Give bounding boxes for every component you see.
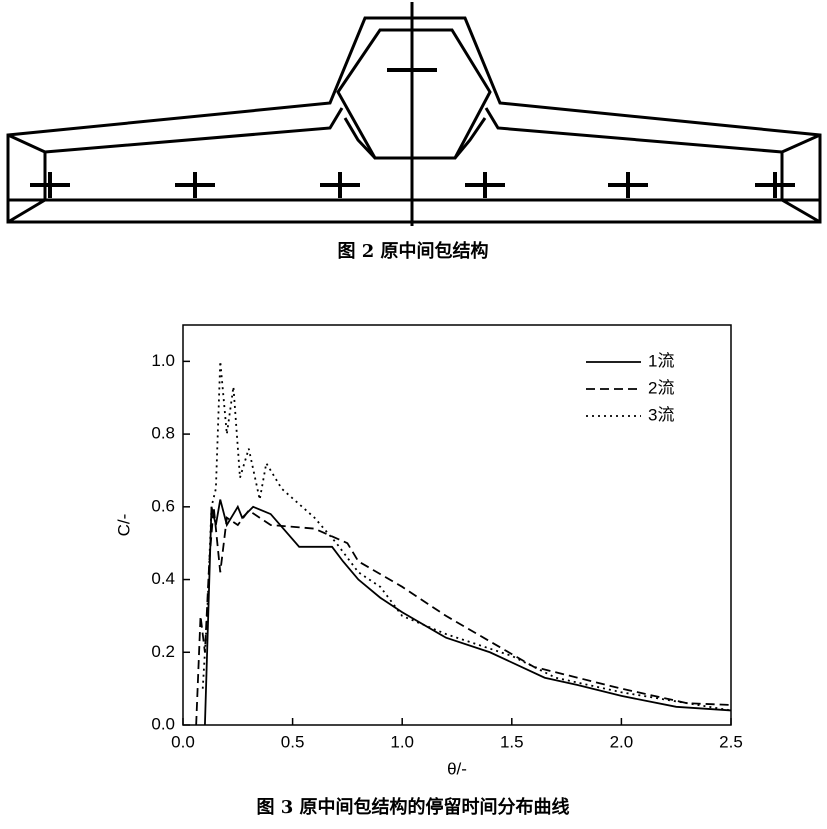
series-line [204,499,732,726]
baffle [453,117,487,159]
x-tick-label: 2.5 [719,732,743,751]
y-tick-label: 1.0 [151,351,175,370]
y-tick-label: 0.6 [151,496,175,515]
edge [781,133,821,154]
hexagon-inner [336,28,492,160]
x-tick-label: 0.0 [171,732,195,751]
nozzles [30,68,795,198]
x-axis-label: θ/- [447,759,467,778]
tundish-outline [6,16,822,224]
left-inner-top [44,107,344,154]
y-tick-label: 0.2 [151,642,175,661]
legend-label: 3流 [648,405,674,424]
y-tick-label: 0.8 [151,424,175,443]
right-inner-top [484,107,783,154]
figure-caption: 图 3 原中间包结构的停留时间分布曲线 [256,796,569,818]
x-tick-label: 1.5 [500,732,524,751]
baffle [343,117,377,160]
plot-frame [182,324,732,726]
y-tick-label: 0.0 [151,714,175,733]
y-axis-label: C/- [114,514,133,537]
edge [7,198,46,224]
series-line [195,506,732,726]
figure-caption: 图 2 原中间包结构 [337,240,488,262]
y-tick-label: 0.4 [151,569,175,588]
x-tick-label: 1.0 [390,732,414,751]
tundish-diagram [6,2,822,226]
edge [781,198,821,224]
x-tick-label: 0.5 [281,732,305,751]
legend-label: 2流 [648,378,674,397]
x-tick-label: 2.0 [610,732,634,751]
legend-label: 1流 [648,351,674,370]
edge [7,133,46,154]
